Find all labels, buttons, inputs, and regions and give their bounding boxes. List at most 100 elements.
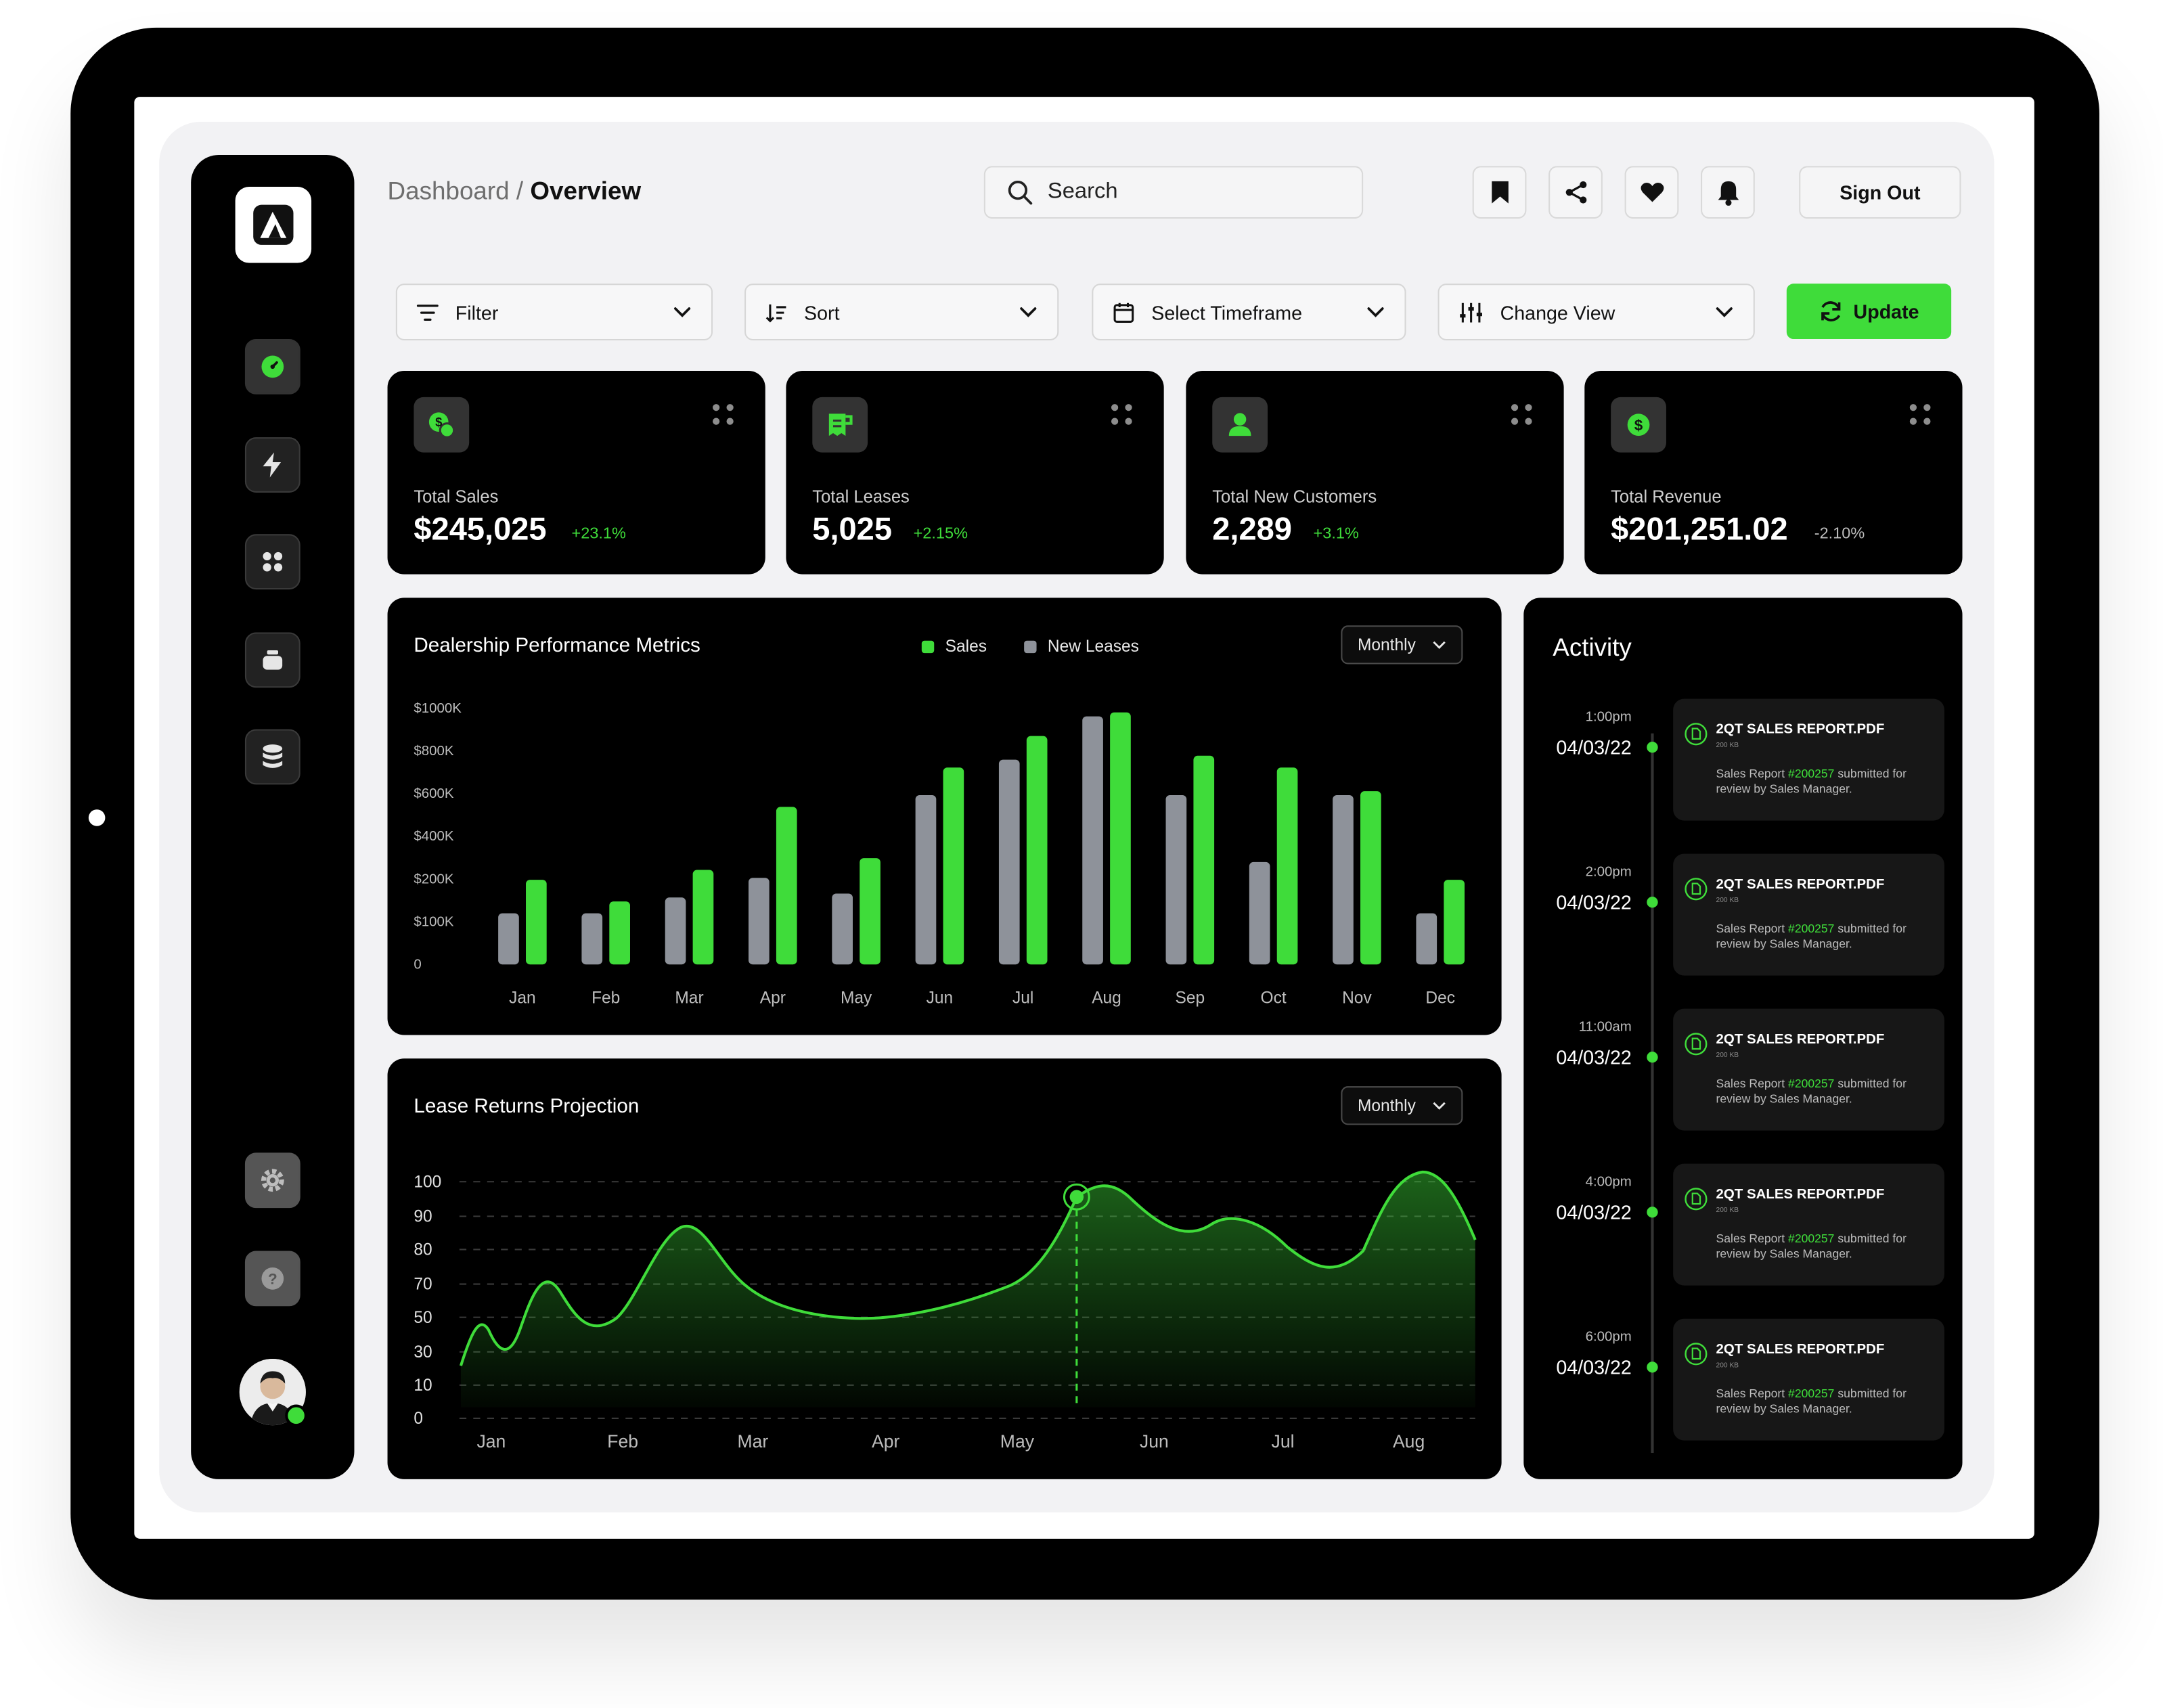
kpi-value: 5,025 [812,510,893,547]
notifications-button[interactable] [1701,166,1755,219]
database-icon [263,744,283,768]
update-button[interactable]: Update [1786,284,1952,339]
sidebar-item-dashboard[interactable] [244,338,300,395]
activity-card[interactable]: 2QT SALES REPORT.PDF 200 KB Sales Report #… [1673,698,1944,821]
bar-sales[interactable] [1276,767,1298,965]
activity-file-name[interactable]: 2QT SALES REPORT.PDF [1716,1032,1885,1048]
bar-sales[interactable] [1193,755,1215,965]
chart-title: Dealership Performance Metrics [414,635,700,658]
x-tick-label: Dec [1425,989,1455,1007]
kpi-card-new-customers[interactable]: Total New Customers 2,289 +3.1% [1186,371,1564,575]
activity-report-id[interactable]: #200257 [1788,1386,1835,1401]
svg-text:$: $ [1634,417,1643,434]
bar-new-leases[interactable] [915,794,937,965]
activity-report-id[interactable]: #200257 [1788,1076,1835,1091]
activity-desc-post: submitted for review by Sales Manager. [1716,1076,1906,1106]
activity-file-name[interactable]: 2QT SALES REPORT.PDF [1716,1187,1885,1203]
kpi-value: $245,025 [414,510,547,547]
kpi-card-total-sales[interactable]: $ Total Sales $245,025 +23.1% [387,371,765,575]
bar-new-leases[interactable] [581,913,603,965]
filter-dropdown[interactable]: Filter [395,284,713,341]
bar-new-leases[interactable] [998,759,1020,965]
timeline-dot [1647,742,1658,753]
bar-new-leases[interactable] [1416,913,1437,965]
drag-handle-icon[interactable] [713,404,735,426]
bar-chart-period-select[interactable]: Monthly [1341,625,1463,665]
share-button[interactable] [1548,166,1603,219]
timeline-dot [1647,897,1658,908]
kpi-icon-wrap: $ [414,397,470,453]
drag-handle-icon[interactable] [1511,404,1534,426]
activity-report-id[interactable]: #200257 [1788,1231,1835,1246]
activity-file-size: 200 KB [1716,742,1739,750]
highlight-point[interactable] [1069,1190,1084,1204]
drag-handle-icon[interactable] [1909,404,1932,426]
search-input[interactable]: Search [983,166,1364,219]
timeframe-dropdown[interactable]: Select Timeframe [1092,284,1406,341]
legend-new-leases: New Leases [1024,637,1139,656]
sliders-icon [1460,302,1482,322]
settings-icon [261,1169,284,1192]
bar-new-leases[interactable] [1333,794,1354,965]
bar-sales[interactable] [860,858,880,965]
bar-sales[interactable] [1444,880,1465,965]
sign-out-button[interactable]: Sign Out [1799,166,1961,219]
sidebar-item-database[interactable] [244,729,300,785]
kpi-label: Total Leases [812,487,910,507]
bar-sales[interactable] [692,870,714,965]
share-icon [1565,181,1586,204]
bar-new-leases[interactable] [498,913,519,965]
bar-new-leases[interactable] [1165,794,1187,965]
bar-sales[interactable] [776,807,797,965]
activity-card[interactable]: 2QT SALES REPORT.PDF 200 KB Sales Report #… [1673,1163,1944,1286]
activity-card[interactable]: 2QT SALES REPORT.PDF 200 KB Sales Report #… [1673,1008,1944,1131]
kpi-delta: +23.1% [571,526,626,543]
bar-sales[interactable] [609,901,630,965]
activity-file-name[interactable]: 2QT SALES REPORT.PDF [1716,722,1885,738]
sidebar-item-settings[interactable] [244,1152,300,1209]
x-tick-label: Sep [1176,989,1205,1007]
app-logo[interactable] [235,187,312,263]
bar-sales[interactable] [943,767,964,965]
y-tick-label: 30 [414,1343,432,1362]
sidebar-item-activity[interactable] [244,437,300,493]
chevron-down-icon [1433,1102,1446,1110]
x-tick-label: Jun [927,989,954,1007]
activity-report-id[interactable]: #200257 [1788,921,1835,936]
highlight-point-ring[interactable] [1063,1183,1090,1211]
x-tick-label: Aug [1092,989,1121,1007]
bar-new-leases[interactable] [749,878,770,965]
change-view-dropdown[interactable]: Change View [1437,284,1755,341]
y-tick-label: 100 [414,1173,441,1191]
file-icon [1685,1343,1708,1366]
apps-grid-icon [263,552,283,572]
activity-card[interactable]: 2QT SALES REPORT.PDF 200 KB Sales Report #… [1673,1318,1944,1441]
bar-new-leases[interactable] [1249,861,1270,965]
bar-new-leases[interactable] [832,893,853,965]
activity-file-name[interactable]: 2QT SALES REPORT.PDF [1716,1342,1885,1357]
area-chart-period-select[interactable]: Monthly [1341,1086,1463,1125]
sort-dropdown[interactable]: Sort [744,284,1059,341]
sidebar-item-help[interactable]: ? [244,1251,300,1307]
activity-description: Sales Report #200257 submitted for revie… [1716,922,1938,952]
activity-report-id[interactable]: #200257 [1788,766,1835,781]
activity-file-name[interactable]: 2QT SALES REPORT.PDF [1716,877,1885,893]
bar-sales[interactable] [1110,712,1131,965]
bar-new-leases[interactable] [665,897,686,965]
sidebar-item-inventory[interactable] [244,632,300,688]
kpi-card-total-revenue[interactable]: $ Total Revenue $201,251.02 -2.10% [1584,371,1963,575]
bar-sales[interactable] [1026,736,1048,965]
bar-sales[interactable] [526,880,547,965]
activity-card[interactable]: 2QT SALES REPORT.PDF 200 KB Sales Report #… [1673,853,1944,976]
timeline-line [1651,733,1654,1454]
bar-new-leases[interactable] [1082,716,1103,965]
drag-handle-icon[interactable] [1111,404,1134,426]
favorite-button[interactable] [1624,166,1679,219]
sidebar-item-apps[interactable] [244,534,300,590]
breadcrumb-root[interactable]: Dashboard [387,177,510,205]
bookmark-button[interactable] [1472,166,1527,219]
chevron-down-icon [1367,307,1384,317]
chart-title: Lease Returns Projection [414,1096,640,1119]
bar-sales[interactable] [1360,791,1381,965]
kpi-card-total-leases[interactable]: Total Leases 5,025 +2.15% [786,371,1164,575]
